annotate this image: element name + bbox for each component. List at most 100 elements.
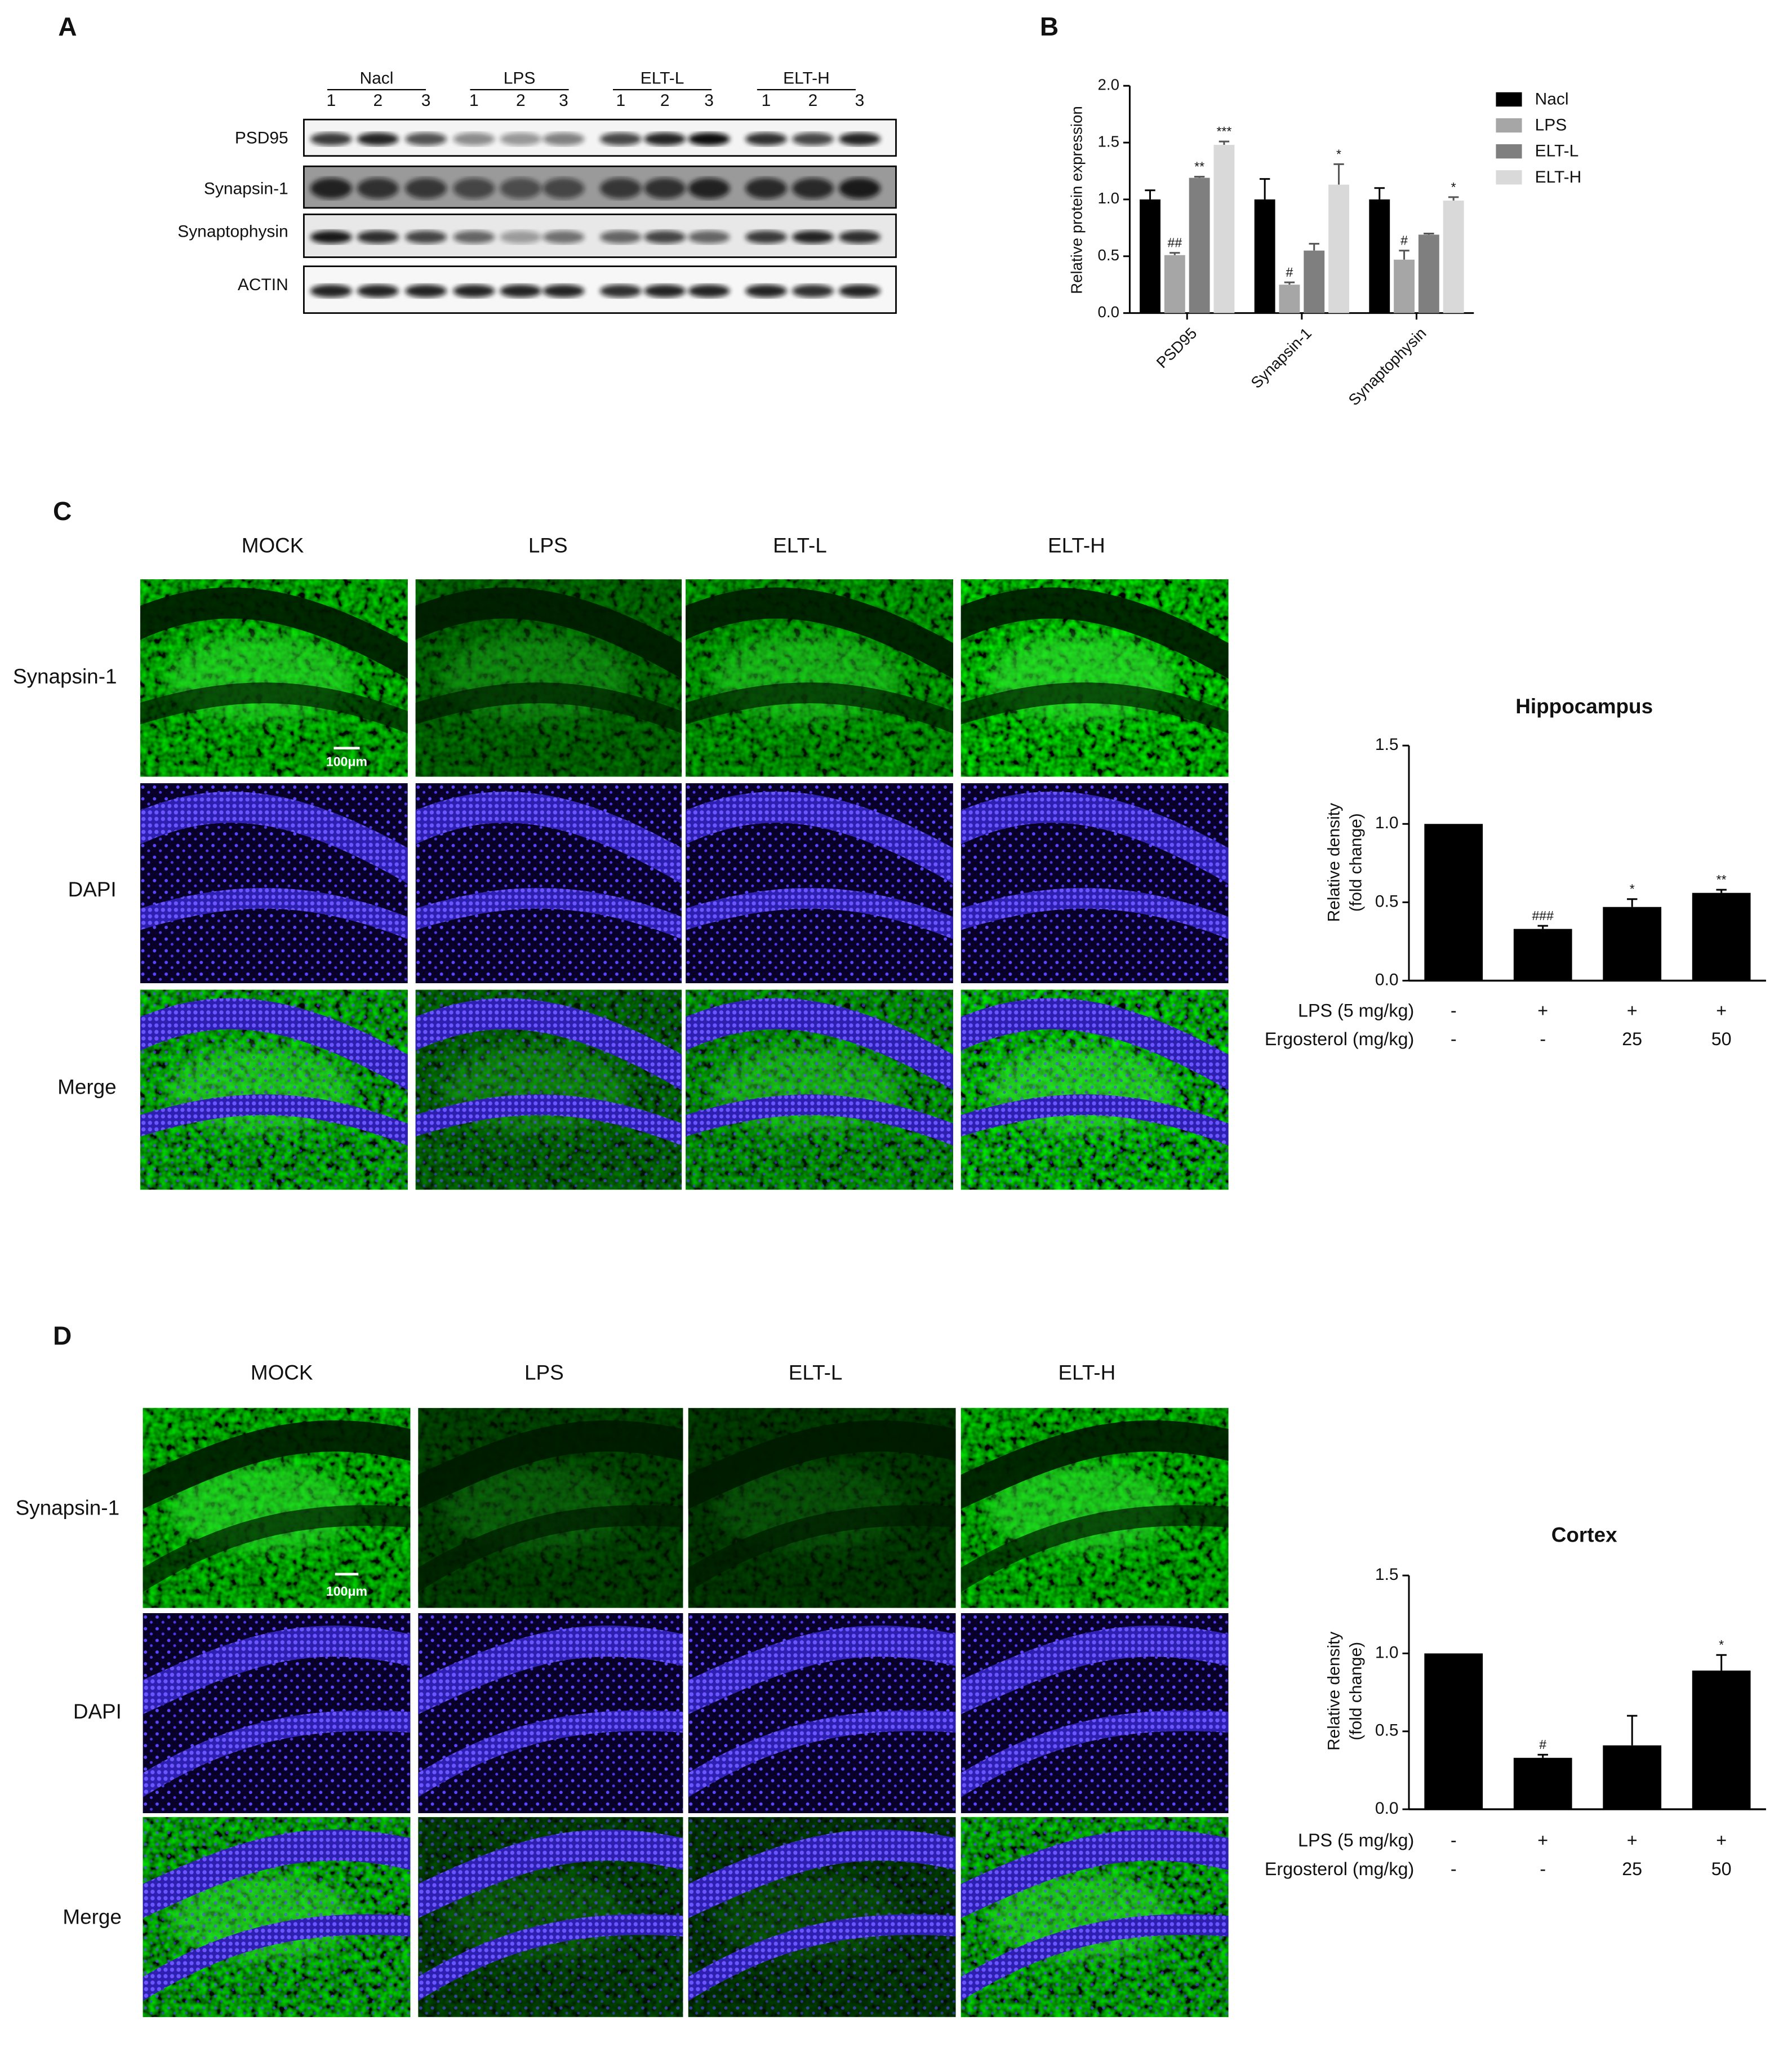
column-label: ELT-L [789,1361,843,1384]
micrograph-layer [418,1914,683,2001]
treatment-value: - [1451,1029,1457,1049]
bar [1279,285,1300,313]
blot-band [453,230,495,244]
significance-label: ## [1168,236,1182,250]
micrograph [143,1613,411,1813]
treatment-label: LPS (5 mg/kg) [1298,1000,1414,1020]
micrograph-layer [140,792,408,884]
y-axis-label: (fold change) [1347,1642,1366,1740]
micrograph-layer [688,1505,956,1592]
blot-band [688,177,730,199]
blot-band [688,230,730,244]
blot-band [839,230,881,244]
micrograph [961,1817,1229,2017]
bar [1254,199,1275,313]
micrograph [140,989,408,1190]
blot-band [599,230,642,244]
treatment-value: - [1451,1830,1457,1850]
blot-band [745,132,787,146]
micrograph-layer [961,1914,1229,2001]
significance-label: # [1400,233,1408,248]
y-tick-label: 0.5 [1098,246,1119,264]
micrograph-layer [418,1830,683,1919]
micrograph [961,579,1229,777]
y-tick-label: 1.0 [1375,814,1399,832]
y-tick-label: 0.0 [1098,303,1119,321]
lane-number: 2 [660,91,670,110]
row-label: Merge [57,1076,117,1099]
blot-group-label: ELT-H [783,69,830,88]
protein-label: Synapsin-1 [204,180,288,198]
treatment-value: - [1540,1859,1546,1879]
micrograph [415,579,682,777]
y-tick-label: 1.0 [1375,1643,1399,1662]
micrograph [418,1407,683,1608]
panel-letter: D [53,1321,72,1350]
micrograph-layer [415,791,682,884]
micrograph-layer [418,1710,683,1797]
blot-band [839,284,881,297]
blot-band [405,284,447,297]
column-label: MOCK [242,534,304,557]
micrograph-layer [688,1914,956,2001]
blot-band [500,230,542,244]
significance-label: # [1539,1737,1546,1752]
micrograph-layer [143,1626,411,1715]
micrograph-layer [961,1094,1229,1146]
row-label: Synapsin-1 [16,1496,119,1519]
bar [1603,907,1662,981]
blot-band [839,177,881,199]
micrograph-layer [688,1420,956,1509]
blot-band [792,284,834,297]
column-label: ELT-H [1048,534,1105,557]
blot-band [688,132,730,146]
micrograph [961,989,1229,1190]
y-tick-label: 2.0 [1098,76,1119,94]
treatment-label: Ergosterol (mg/kg) [1265,1859,1414,1879]
lane-number: 1 [326,91,336,110]
blot-band [745,230,787,244]
chart-title: Cortex [1551,1524,1617,1547]
lane-number: 3 [559,91,568,110]
blot-band [543,177,585,199]
protein-label: PSD95 [235,129,288,148]
blot-band [453,132,495,146]
micrograph-signal [170,1464,357,1552]
blot-band [543,132,585,146]
micrograph-layer [415,887,682,939]
treatment-value: + [1627,1000,1638,1020]
bar [1513,929,1572,981]
micrograph-layer [143,1914,411,2001]
legend-swatch [1496,92,1522,107]
micrograph [140,579,408,777]
column-label: LPS [528,534,568,557]
panel-letter: A [58,12,77,41]
significance-label: ** [1194,159,1204,174]
micrograph-layer [688,1830,956,1919]
treatment-label: Ergosterol (mg/kg) [1265,1029,1414,1049]
blot-band [310,132,352,146]
micrograph [686,579,953,777]
bar [1328,184,1349,313]
treatment-value: 50 [1711,1029,1732,1049]
lane-number: 2 [373,91,383,110]
micrograph [415,783,682,984]
blot-band [543,230,585,244]
blot-band [839,132,881,146]
y-axis-label: Relative density [1325,803,1344,922]
treatment-value: 25 [1622,1859,1642,1879]
micrograph-layer [140,887,408,939]
blot-band [357,177,399,199]
bar [1418,234,1439,313]
treatment-value: + [1716,1000,1727,1020]
significance-label: * [1630,882,1635,896]
micrograph-layer [140,682,408,734]
treatment-value: - [1451,1859,1457,1879]
micrograph [688,1817,956,2017]
bar [1513,1757,1572,1810]
bar [1443,200,1464,313]
micrograph-layer [418,1505,683,1592]
micrograph [961,783,1229,984]
blot-band [599,177,642,199]
micrograph-layer [686,792,953,884]
